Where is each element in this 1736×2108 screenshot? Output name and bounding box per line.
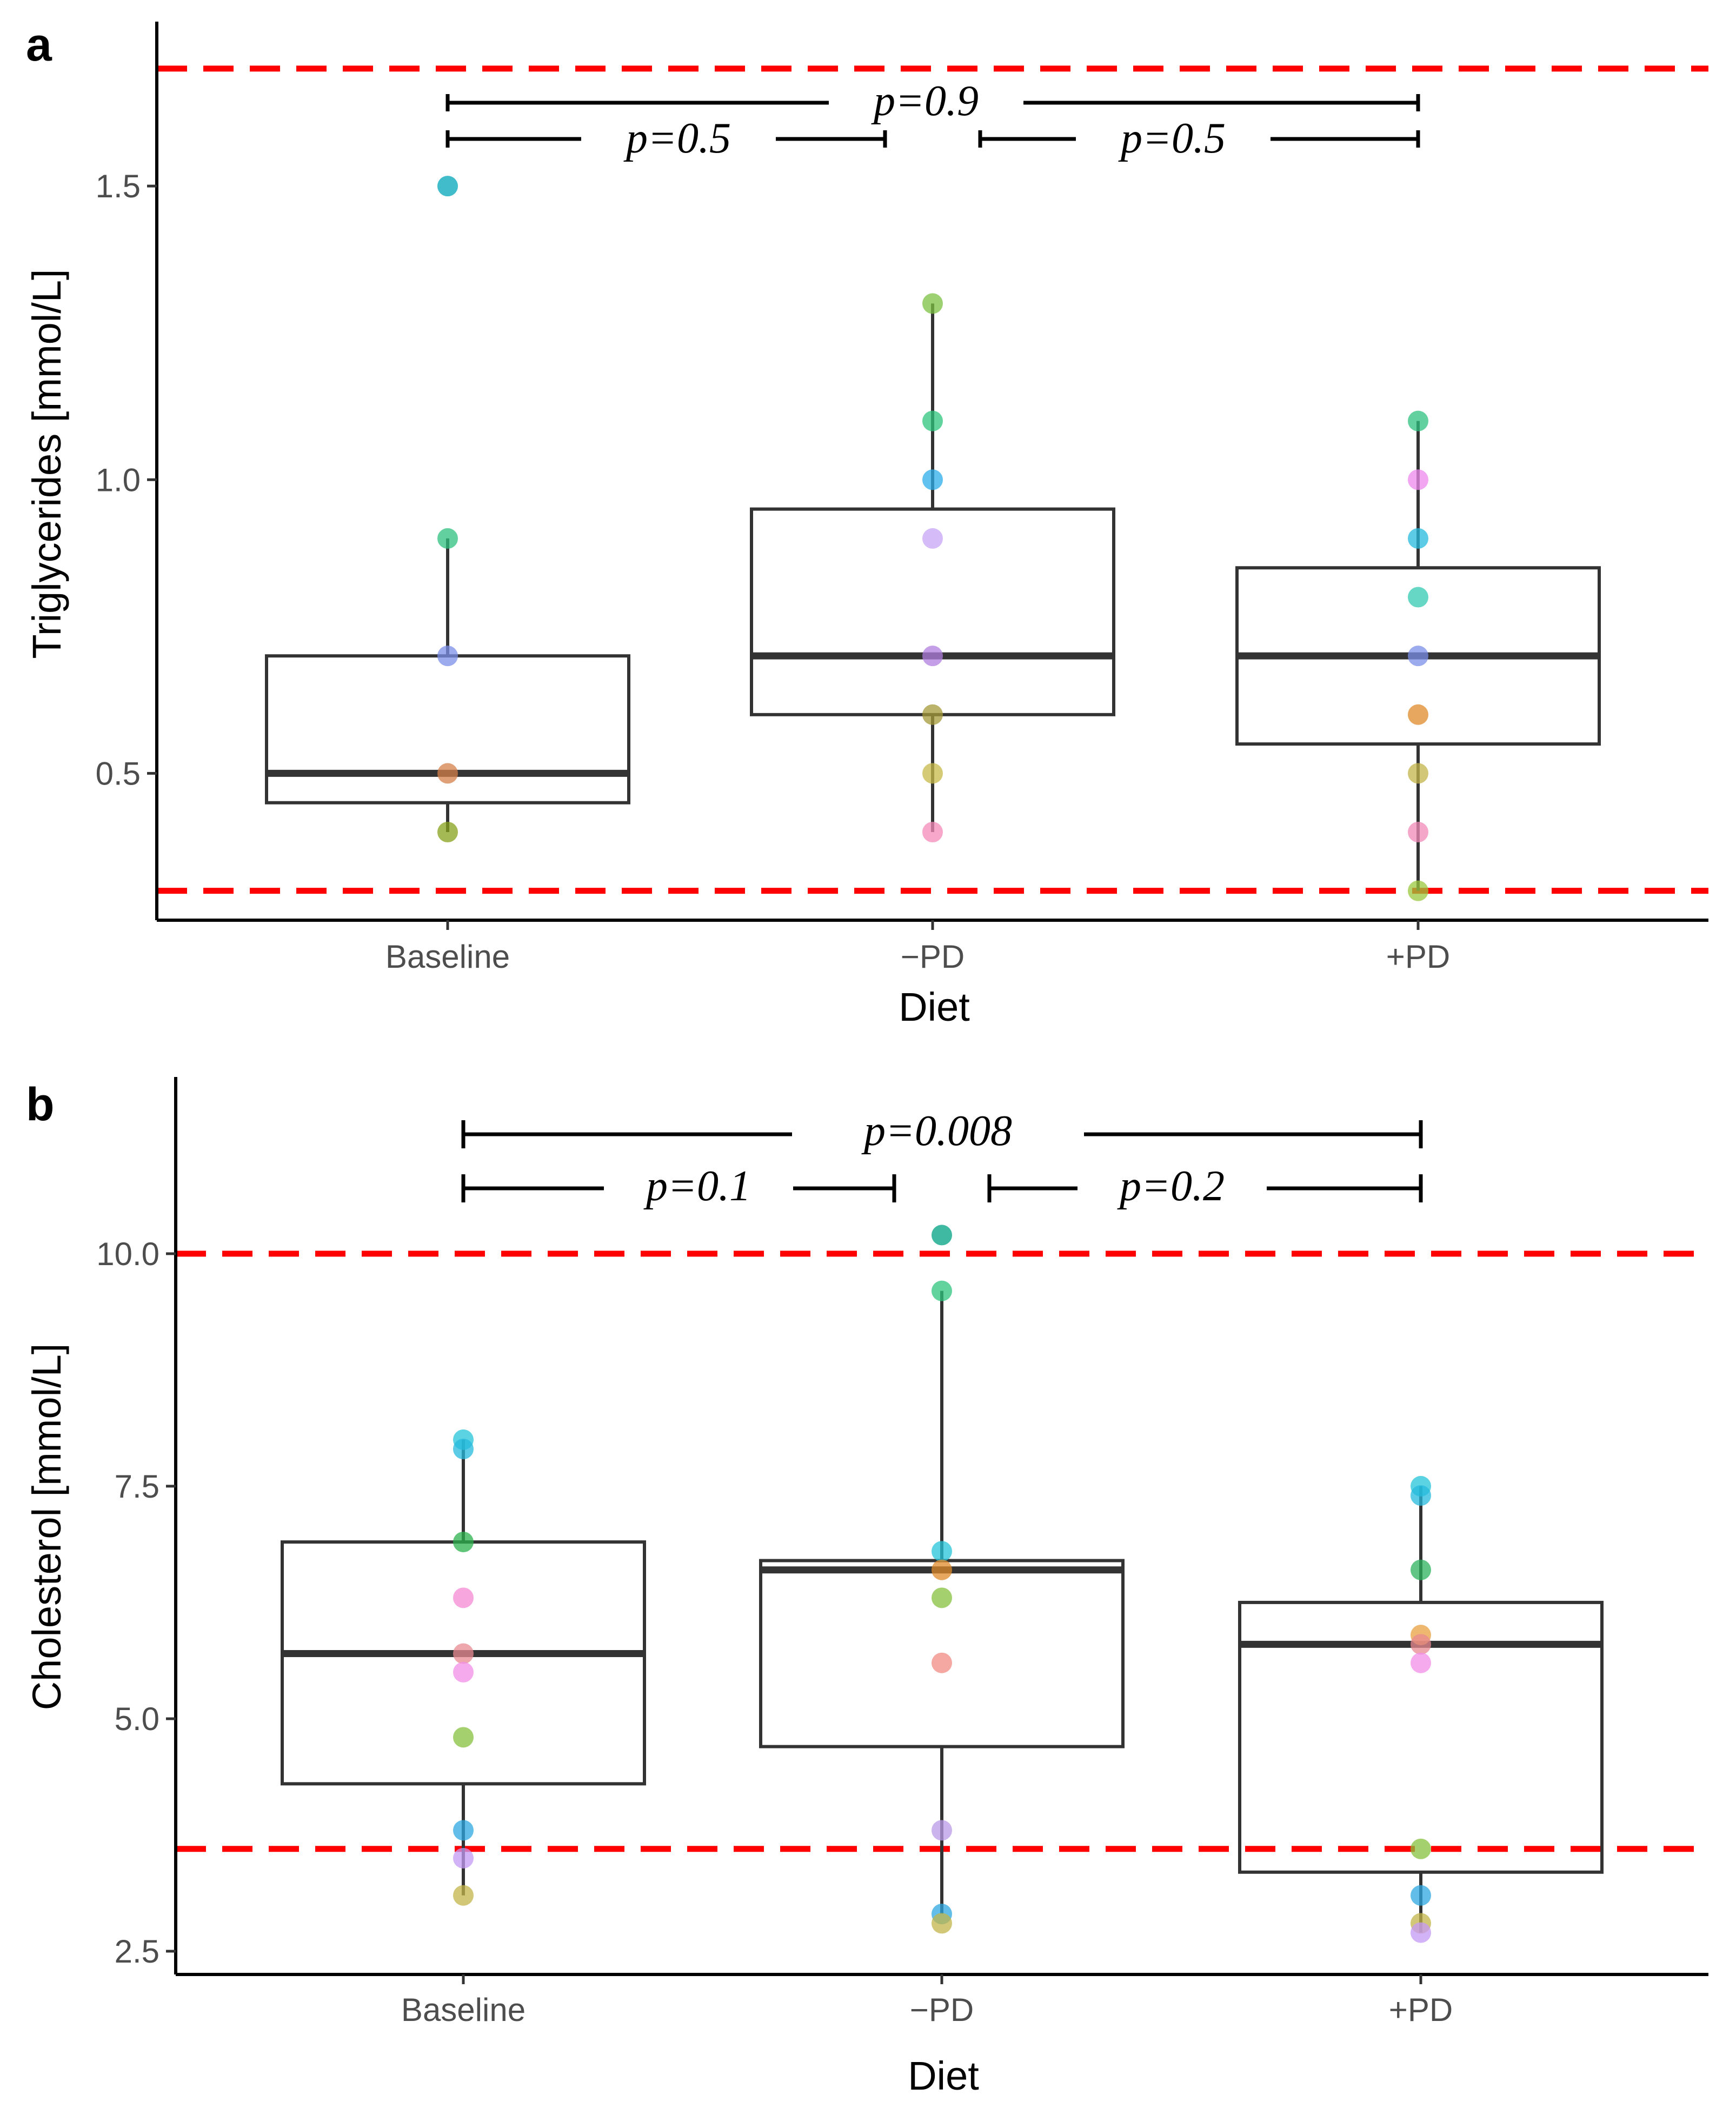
comparison-bracket: p=0.1 xyxy=(461,1162,896,1210)
boxplots xyxy=(265,303,1601,891)
data-point xyxy=(922,822,943,843)
data-point xyxy=(932,1559,952,1580)
comparison-bracket: p=0.5 xyxy=(978,115,1420,162)
data-point xyxy=(922,410,943,431)
data-point xyxy=(922,646,943,667)
data-point xyxy=(1411,1885,1431,1906)
data-point xyxy=(922,293,943,314)
data-point xyxy=(1408,822,1428,843)
box xyxy=(1238,1600,1604,1874)
data-point xyxy=(437,646,458,667)
y-axis-title: Cholesterol [mmol/L] xyxy=(24,1344,69,1711)
p-value-label: p=0.9 xyxy=(871,77,979,125)
data-point xyxy=(1411,1922,1431,1943)
data-point xyxy=(932,1541,952,1562)
y-tick-label: 10.0 xyxy=(96,1236,159,1272)
data-point xyxy=(1408,410,1428,431)
data-point xyxy=(437,763,458,784)
comparison-bracket: p=0.2 xyxy=(987,1162,1423,1210)
y-tick-label: 5.0 xyxy=(115,1701,159,1737)
data-point xyxy=(453,1885,474,1906)
x-tick-label: −PD xyxy=(901,939,965,975)
data-point xyxy=(453,1439,474,1460)
x-tick-label: −PD xyxy=(910,1992,974,2028)
p-value-label: p=0.1 xyxy=(643,1162,751,1210)
data-point xyxy=(1408,880,1428,901)
data-point xyxy=(1411,1634,1431,1655)
data-point xyxy=(1411,1838,1431,1859)
significance-brackets: p=0.008 p=0.1 p=0.2 xyxy=(461,1107,1423,1210)
data-point xyxy=(1408,704,1428,725)
data-point xyxy=(453,1643,474,1664)
axes: 2.5 5.0 7.5 10.0 Baseline −PD +PD xyxy=(96,1077,1708,2028)
data-point xyxy=(1411,1559,1431,1580)
axes: 0.5 1.0 1.5 Baseline −PD +PD xyxy=(96,22,1708,975)
data-point xyxy=(453,1847,474,1868)
significance-brackets: p=0.9 p=0.5 p=0.5 xyxy=(445,77,1420,162)
comparison-bracket: p=0.9 xyxy=(445,77,1420,125)
data-point xyxy=(922,763,943,784)
y-tick-label: 1.0 xyxy=(96,462,141,498)
data-point xyxy=(437,528,458,549)
data-point xyxy=(922,469,943,490)
x-tick-label: +PD xyxy=(1386,939,1450,975)
data-point xyxy=(1411,1652,1431,1673)
x-tick-label: Baseline xyxy=(401,1992,526,2028)
data-point xyxy=(922,528,943,549)
data-point xyxy=(932,1652,952,1673)
data-points xyxy=(437,176,1428,901)
data-point xyxy=(453,1587,474,1608)
data-point xyxy=(932,1913,952,1934)
data-point xyxy=(453,1727,474,1748)
panel-label-b: b xyxy=(26,1079,55,1131)
data-point xyxy=(932,1820,952,1841)
y-tick-label: 1.5 xyxy=(96,168,141,204)
x-tick-label: +PD xyxy=(1389,1992,1453,2028)
data-point xyxy=(437,822,458,843)
x-axis-title: Diet xyxy=(908,2053,979,2098)
p-value-label: p=0.5 xyxy=(623,115,731,162)
data-point xyxy=(437,176,458,197)
data-point xyxy=(1408,469,1428,490)
data-point xyxy=(453,1820,474,1841)
y-tick-label: 2.5 xyxy=(115,1933,159,1970)
panel-label-a: a xyxy=(26,19,52,71)
y-tick-label: 0.5 xyxy=(96,755,141,792)
data-points xyxy=(453,1225,1431,1943)
data-point xyxy=(1408,763,1428,784)
comparison-bracket: p=0.5 xyxy=(445,115,887,162)
data-point xyxy=(1411,1485,1431,1506)
comparison-bracket: p=0.008 xyxy=(461,1107,1423,1155)
y-tick-label: 7.5 xyxy=(115,1468,159,1505)
p-value-label: p=0.2 xyxy=(1117,1162,1225,1210)
x-tick-label: Baseline xyxy=(385,939,510,975)
data-point xyxy=(922,704,943,725)
data-point xyxy=(1408,528,1428,549)
reference-lines xyxy=(157,65,1708,894)
data-point xyxy=(1408,646,1428,667)
x-axis-title: Diet xyxy=(899,985,970,1029)
y-axis-title: Triglycerides [mmol/L] xyxy=(24,269,69,659)
data-point xyxy=(932,1587,952,1608)
data-point xyxy=(1408,587,1428,608)
data-point xyxy=(453,1661,474,1683)
p-value-label: p=0.008 xyxy=(861,1107,1012,1155)
p-value-label: p=0.5 xyxy=(1118,115,1226,162)
data-point xyxy=(453,1532,474,1553)
data-point xyxy=(932,1280,952,1301)
data-point xyxy=(932,1225,952,1246)
